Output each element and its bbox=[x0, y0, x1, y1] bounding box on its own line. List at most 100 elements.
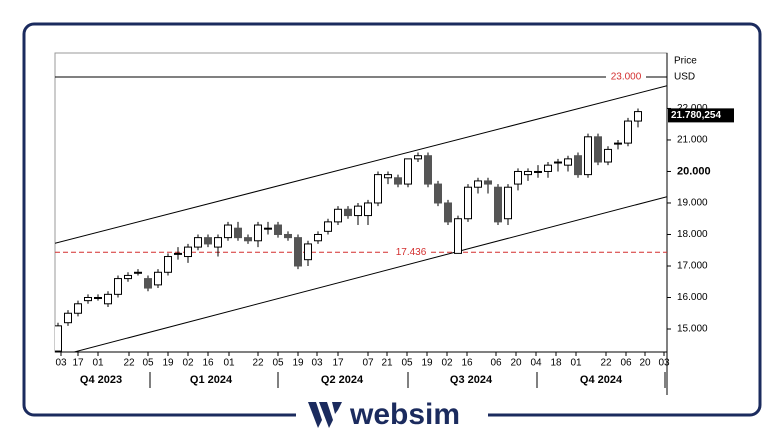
x-tick-label: 05 bbox=[142, 358, 154, 369]
price-label: Price bbox=[674, 56, 697, 67]
last-price-tag bbox=[668, 108, 734, 123]
candle-body bbox=[184, 246, 192, 258]
level-label: 17.436 bbox=[396, 247, 427, 258]
candle-body bbox=[164, 256, 172, 273]
candle-body bbox=[464, 186, 472, 220]
candle-body bbox=[514, 170, 522, 185]
logo-icon bbox=[308, 402, 342, 428]
candle-body bbox=[594, 136, 602, 163]
candle-body bbox=[624, 120, 632, 144]
candle-body bbox=[634, 111, 642, 122]
candle-body bbox=[384, 174, 392, 179]
x-tick-label: 06 bbox=[490, 358, 502, 369]
x-tick-label: 21 bbox=[381, 358, 393, 369]
frame bbox=[22, 22, 762, 417]
x-tick-label: 20 bbox=[510, 358, 522, 369]
x-tick-label: 03 bbox=[55, 358, 67, 369]
candle-body bbox=[104, 293, 112, 305]
candle-body bbox=[364, 202, 372, 217]
candle-body bbox=[294, 237, 302, 267]
candle-body bbox=[114, 278, 122, 295]
x-tick-label: 01 bbox=[92, 358, 104, 369]
x-tick-label: 05 bbox=[401, 358, 413, 369]
last-price-label: 21.780,254 bbox=[671, 110, 721, 121]
candle-body bbox=[94, 296, 102, 299]
x-tick-label: 05 bbox=[272, 358, 284, 369]
candle-body bbox=[414, 155, 422, 160]
candle-body bbox=[574, 155, 582, 176]
y-tick-label: 15.000 bbox=[677, 324, 708, 335]
candle-body bbox=[64, 312, 72, 324]
y-tick-label: 19.000 bbox=[677, 198, 708, 209]
y-tick-label: 21.000 bbox=[677, 135, 708, 146]
level-label-bg bbox=[606, 70, 646, 83]
candle-body bbox=[454, 218, 462, 254]
x-tick-label: 19 bbox=[292, 358, 304, 369]
candle-body bbox=[484, 180, 492, 185]
candle-body bbox=[314, 233, 322, 242]
currency-label: USD bbox=[674, 72, 695, 83]
x-tick-label: 17 bbox=[72, 358, 84, 369]
candle-body bbox=[534, 170, 542, 173]
y-tick-label: 16.000 bbox=[677, 292, 708, 303]
x-tick-label: 03 bbox=[658, 358, 670, 369]
channel-line bbox=[72, 196, 667, 352]
plot: Price USD 15.000 16.000 17.000 18.000 19.000 20… bbox=[54, 52, 734, 395]
candle-body bbox=[55, 325, 62, 352]
x-tick-label: 19 bbox=[421, 358, 433, 369]
candle-body bbox=[324, 221, 332, 232]
brand: websim bbox=[349, 398, 460, 431]
candle-body bbox=[354, 205, 362, 217]
candle-body bbox=[254, 224, 262, 242]
quarter-label: Q4 2023 bbox=[80, 374, 122, 386]
x-tick-label: 20 bbox=[639, 358, 651, 369]
quarter-label: Q2 2024 bbox=[321, 374, 364, 386]
candle-body bbox=[274, 224, 282, 235]
candle-body bbox=[554, 161, 562, 164]
candle-body bbox=[334, 208, 342, 223]
candle-body bbox=[544, 164, 552, 172]
y-tick-label: 17.000 bbox=[677, 261, 708, 272]
x-tick-label: 06 bbox=[620, 358, 632, 369]
candle-body bbox=[584, 136, 592, 176]
candle-body bbox=[404, 158, 412, 185]
candle-body bbox=[504, 186, 512, 220]
channel-line bbox=[55, 85, 667, 244]
candle-body bbox=[264, 227, 272, 230]
candle-body bbox=[434, 183, 442, 204]
candle-body bbox=[154, 271, 162, 286]
quarter-label: Q1 2024 bbox=[190, 374, 233, 386]
candle-body bbox=[194, 237, 202, 248]
candle-body bbox=[234, 227, 242, 239]
x-tick-label: 01 bbox=[223, 358, 235, 369]
x-tick-label: 04 bbox=[530, 358, 542, 369]
x-tick-label: 19 bbox=[162, 358, 174, 369]
x-tick-label: 18 bbox=[550, 358, 562, 369]
candle-body bbox=[174, 252, 182, 255]
candle-body bbox=[144, 278, 152, 289]
candle-body bbox=[304, 243, 312, 261]
x-tick-label: 07 bbox=[362, 358, 374, 369]
x-tick-label: 16 bbox=[202, 358, 214, 369]
x-tick-label: 02 bbox=[441, 358, 453, 369]
candle-body bbox=[124, 274, 132, 280]
candle-body bbox=[474, 180, 482, 188]
candle-body bbox=[374, 174, 382, 204]
candle-body bbox=[494, 186, 502, 223]
x-tick-label: 03 bbox=[311, 358, 323, 369]
x-tick-label: 22 bbox=[252, 358, 264, 369]
candle-body bbox=[524, 170, 532, 176]
candle-body bbox=[444, 202, 452, 223]
candle-body bbox=[614, 142, 622, 145]
x-tick-label: 22 bbox=[600, 358, 612, 369]
candle-body bbox=[214, 237, 222, 248]
candle-body bbox=[224, 224, 232, 239]
x-tick-label: 22 bbox=[123, 358, 135, 369]
candle-body bbox=[344, 208, 352, 217]
candle-body bbox=[284, 233, 292, 239]
candle-body bbox=[134, 271, 142, 274]
quarter-label: Q3 2024 bbox=[450, 374, 493, 386]
y-tick-label: 18.000 bbox=[677, 229, 708, 240]
quarter-label: Q4 2024 bbox=[580, 374, 623, 386]
